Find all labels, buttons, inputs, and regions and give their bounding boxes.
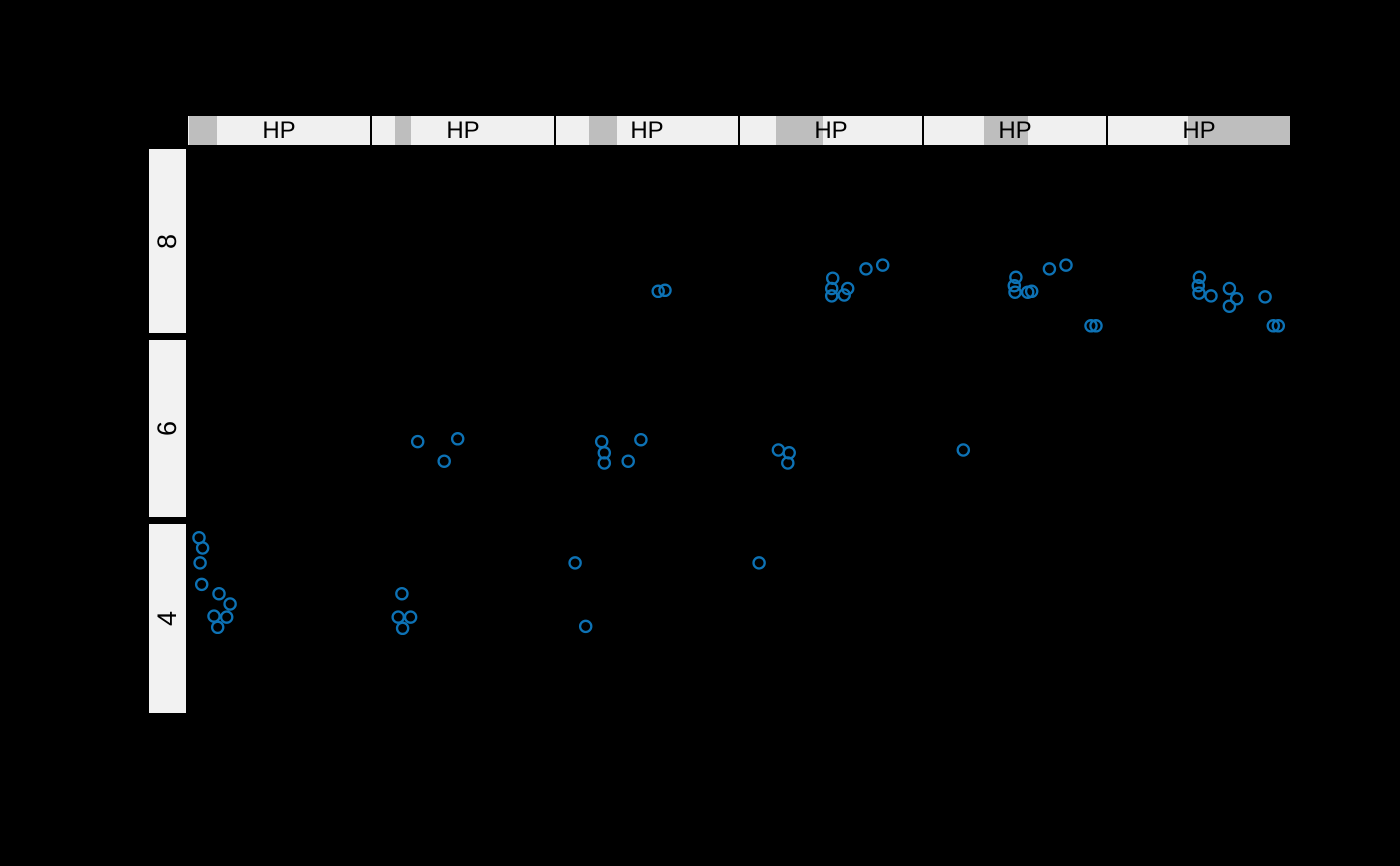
data-point <box>194 577 209 592</box>
data-point <box>395 621 410 636</box>
data-point <box>395 586 409 601</box>
data-point <box>651 284 665 299</box>
data-point <box>450 432 465 446</box>
data-point <box>1007 278 1022 293</box>
conditioning-strip: HP <box>739 115 923 146</box>
strip-label: HP <box>814 116 848 144</box>
data-point <box>210 620 225 635</box>
conditioning-strip: HP <box>923 115 1107 146</box>
data-point <box>1191 278 1206 293</box>
data-point <box>781 456 795 470</box>
data-point <box>1008 285 1022 299</box>
shingle-interval-band <box>188 116 217 145</box>
data-point <box>621 454 635 468</box>
data-point <box>956 443 971 457</box>
data-point <box>195 541 210 555</box>
data-point <box>1089 319 1103 333</box>
data-point <box>837 288 851 302</box>
shingle-interval-band <box>588 116 618 145</box>
strip-label: HP <box>262 116 296 144</box>
conditioning-strip: HP <box>555 115 739 146</box>
data-point <box>568 556 582 570</box>
data-point <box>859 262 873 276</box>
data-point <box>1266 319 1281 333</box>
data-point <box>1229 291 1244 306</box>
data-point <box>219 610 234 624</box>
conditioning-strip: HP <box>371 115 555 146</box>
y-axis-box: 6 <box>148 339 187 518</box>
data-point <box>1222 299 1237 313</box>
shingle-interval-band <box>394 116 411 145</box>
data-point <box>578 619 593 634</box>
data-point <box>1204 289 1218 303</box>
shingle-interval-band <box>775 116 824 145</box>
strip-label: HP <box>446 116 480 144</box>
y-axis-box: 8 <box>148 148 187 334</box>
strip-label: HP <box>630 116 664 144</box>
data-point <box>391 610 405 624</box>
shingle-interval-band <box>1188 116 1290 145</box>
data-point <box>771 443 786 457</box>
data-point <box>594 434 609 449</box>
data-point <box>1258 290 1272 304</box>
data-point <box>207 609 221 623</box>
y-axis-box: 4 <box>148 523 187 714</box>
data-point <box>1059 258 1073 272</box>
data-point <box>634 432 648 447</box>
data-point <box>658 283 672 298</box>
data-point <box>403 610 418 624</box>
conditioning-strip: HP <box>187 115 371 146</box>
data-point <box>1009 270 1023 285</box>
data-point <box>1192 270 1207 285</box>
data-point <box>223 597 237 611</box>
data-point <box>1042 262 1057 276</box>
conditioning-strip: HP <box>1107 115 1291 146</box>
data-point <box>437 454 451 468</box>
data-point <box>840 281 855 296</box>
data-point <box>212 586 226 601</box>
data-point <box>824 281 839 296</box>
data-point <box>752 556 766 570</box>
data-point <box>1084 319 1098 333</box>
data-point <box>1024 284 1039 299</box>
shingle-interval-band <box>984 116 1028 145</box>
data-point <box>193 556 207 570</box>
data-point <box>1222 281 1237 296</box>
data-point <box>1192 286 1206 300</box>
data-point <box>410 434 425 449</box>
data-point <box>824 289 839 303</box>
strip-label: HP <box>998 116 1032 144</box>
data-point <box>597 456 612 470</box>
data-point <box>875 258 890 272</box>
strip-label: HP <box>1182 116 1216 144</box>
data-point <box>1271 319 1286 333</box>
